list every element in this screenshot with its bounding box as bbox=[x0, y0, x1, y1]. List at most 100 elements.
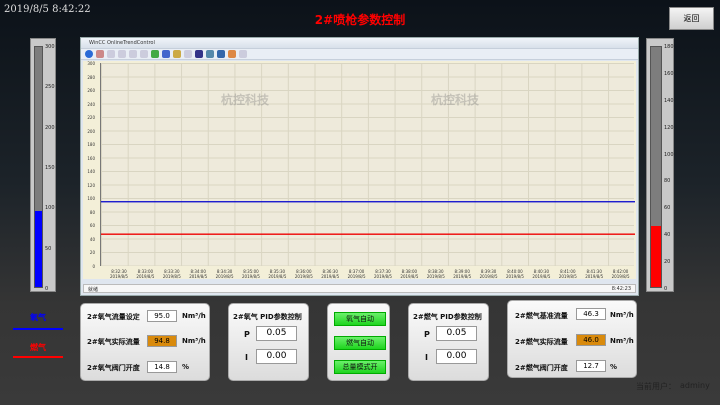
x-tick-label: 8:42:00 2019/8/5 bbox=[608, 269, 634, 279]
y-tick-label: 200 bbox=[87, 128, 95, 134]
y-tick-label: 300 bbox=[87, 61, 95, 66]
mode-panel: 氧气自动 燃气自动 总量模式开 bbox=[327, 303, 390, 381]
status-time: 8:42:23 bbox=[611, 286, 631, 292]
x-tick-time: 8:33:00 bbox=[137, 269, 154, 274]
gauge-tick-label: 200 bbox=[45, 124, 55, 131]
ruler-icon[interactable] bbox=[217, 50, 225, 58]
x-tick-date: 2019/8/5 bbox=[268, 274, 287, 279]
x-tick-time: 8:34:00 bbox=[190, 269, 206, 274]
oxygen-p-input[interactable]: 0.05 bbox=[256, 326, 297, 341]
x-tick-time: 8:36:00 bbox=[296, 269, 312, 274]
x-tick-label: 8:41:00 2019/8/5 bbox=[555, 269, 581, 279]
gauge-tick-label: 100 bbox=[45, 205, 55, 212]
oxygen-i-input[interactable]: 0.00 bbox=[256, 349, 297, 364]
help-icon[interactable] bbox=[85, 50, 93, 58]
total-mode-button[interactable]: 总量模式开 bbox=[334, 360, 386, 374]
trend-control[interactable]: WinCC OnlineTrendControl 300 280 260 240 220… bbox=[80, 37, 639, 296]
x-tick-time: 8:36:30 bbox=[322, 269, 338, 274]
gauge-tick-label: 150 bbox=[45, 165, 55, 171]
x-tick-date: 2019/8/5 bbox=[321, 274, 340, 279]
x-tick-time: 8:38:30 bbox=[428, 269, 444, 274]
x-tick-date: 2019/8/5 bbox=[136, 274, 155, 279]
trend-grid[interactable]: 杭控科技 杭控科技 bbox=[100, 63, 635, 266]
gauge-tick-label: 300 bbox=[45, 44, 55, 50]
x-tick-date: 2019/8/5 bbox=[506, 274, 524, 279]
gauge-tick-label: 140 bbox=[664, 97, 674, 104]
y-tick-label: 260 bbox=[87, 88, 95, 94]
gas-valve-label: 2#燃气阀门开度 bbox=[515, 364, 568, 372]
gauge-tick-label: 80 bbox=[664, 178, 671, 185]
unit-label: % bbox=[610, 363, 618, 371]
x-tick-date: 2019/8/5 bbox=[189, 274, 208, 279]
gas-base-label: 2#燃气基准流量 bbox=[515, 312, 568, 320]
x-tick-time: 8:41:30 bbox=[586, 269, 602, 274]
status-text: 就绪 bbox=[88, 287, 99, 293]
x-tick-date: 2019/8/5 bbox=[242, 274, 260, 279]
gauge-tick-label: 60 bbox=[664, 205, 671, 212]
gas-base-input[interactable]: 46.3 bbox=[576, 308, 606, 320]
x-tick-time: 8:39:30 bbox=[480, 269, 497, 274]
y-tick-label: 60 bbox=[89, 223, 95, 229]
x-tick-label: 8:36:00 2019/8/5 bbox=[291, 269, 317, 279]
x-tick-time: 8:41:00 bbox=[560, 269, 576, 274]
oxygen-gauge: 300 250 200 150 100 50 0 bbox=[30, 38, 56, 292]
trend-plot-area[interactable]: 300 280 260 240 220 200 180 160 140 120 100 80 60 40 2… bbox=[83, 61, 636, 279]
oxygen-valve-label: 2#氧气阀门开度 bbox=[87, 364, 140, 372]
oxygen-gauge-fill bbox=[35, 211, 42, 287]
x-tick-time: 8:37:00 bbox=[348, 269, 365, 274]
x-tick-time: 8:32:30 bbox=[111, 269, 127, 274]
select-icon[interactable] bbox=[239, 50, 247, 58]
unit-label: Nm³/h bbox=[610, 337, 634, 345]
x-tick-label: 8:38:00 2019/8/5 bbox=[396, 269, 422, 279]
gas-pid-panel: 2#燃气 PID参数控制 P 0.05 I 0.00 bbox=[408, 303, 489, 381]
back-button[interactable]: 返回 bbox=[669, 7, 714, 30]
last-icon[interactable] bbox=[140, 50, 148, 58]
oxygen-actual-label: 2#氧气实际流量 bbox=[87, 338, 140, 346]
gas-auto-button[interactable]: 燃气自动 bbox=[334, 336, 386, 350]
x-tick-date: 2019/8/5 bbox=[347, 274, 366, 279]
x-tick-date: 2019/8/5 bbox=[110, 274, 128, 279]
stats-icon[interactable] bbox=[228, 50, 236, 58]
datetime: 2019/8/5 8:42:22 bbox=[4, 4, 91, 15]
x-tick-date: 2019/8/5 bbox=[558, 274, 577, 279]
i-label: I bbox=[425, 353, 428, 362]
y-tick-label: 120 bbox=[87, 182, 95, 188]
move-icon[interactable] bbox=[162, 50, 170, 58]
y-tick-label: 140 bbox=[87, 169, 95, 175]
x-tick-label: 8:39:30 2019/8/5 bbox=[476, 269, 502, 279]
legend-oxygen: 氧气 bbox=[30, 313, 46, 322]
gas-p-input[interactable]: 0.05 bbox=[436, 326, 477, 341]
oxygen-setpoint-label: 2#氧气流量设定 bbox=[87, 313, 140, 321]
trend-toolbar bbox=[81, 48, 638, 60]
legend-gas: 燃气 bbox=[30, 343, 46, 352]
next-icon[interactable] bbox=[129, 50, 137, 58]
gauge-tick-label: 50 bbox=[45, 245, 52, 252]
print-icon[interactable] bbox=[206, 50, 214, 58]
unit-label: Nm³/h bbox=[610, 311, 634, 319]
x-tick-date: 2019/8/5 bbox=[215, 274, 234, 279]
current-user-name: adminy bbox=[680, 381, 710, 390]
stop-icon[interactable] bbox=[195, 50, 203, 58]
gas-i-input[interactable]: 0.00 bbox=[436, 349, 477, 364]
prev-icon[interactable] bbox=[118, 50, 126, 58]
x-tick-date: 2019/8/5 bbox=[453, 274, 472, 279]
oxygen-setpoint-input[interactable]: 95.0 bbox=[147, 310, 177, 322]
oxygen-auto-button[interactable]: 氧气自动 bbox=[334, 312, 386, 326]
x-tick-date: 2019/8/5 bbox=[400, 274, 419, 279]
y-tick-label: 100 bbox=[87, 196, 95, 202]
x-tick-label: 8:36:30 2019/8/5 bbox=[317, 269, 343, 279]
first-icon[interactable] bbox=[107, 50, 115, 58]
config-icon[interactable] bbox=[96, 50, 104, 58]
x-tick-date: 2019/8/5 bbox=[532, 274, 551, 279]
zoom-icon[interactable] bbox=[151, 50, 159, 58]
x-tick-date: 2019/8/5 bbox=[162, 274, 181, 279]
watermark: 杭控科技 bbox=[431, 93, 480, 107]
unit-label: % bbox=[182, 363, 190, 371]
y-tick-label: 280 bbox=[87, 74, 95, 80]
zoom-axis-icon[interactable] bbox=[173, 50, 181, 58]
watermark: 杭控科技 bbox=[221, 93, 270, 107]
gas-gauge-fill bbox=[651, 225, 661, 287]
original-view-icon[interactable] bbox=[184, 50, 192, 58]
legend-gas-line bbox=[13, 356, 63, 358]
x-tick-time: 8:38:00 bbox=[401, 269, 418, 274]
